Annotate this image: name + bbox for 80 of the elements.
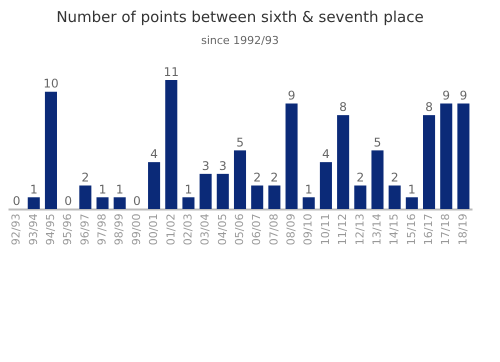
x-tick-label: 92/93 [10, 214, 23, 246]
x-tick-label: 10/11 [318, 214, 332, 246]
data-label: 5 [236, 135, 244, 150]
data-label: 1 [304, 182, 313, 196]
bar [440, 103, 452, 209]
data-label: 5 [374, 135, 382, 150]
x-tick-label: 96/97 [78, 214, 92, 246]
x-tick-label: 00/01 [147, 214, 160, 246]
x-tick-label: 06/07 [250, 214, 264, 246]
bar [406, 197, 418, 209]
chart-title: Number of points between sixth & seventh place [56, 8, 424, 26]
x-tick-label: 95/96 [61, 214, 74, 246]
chart-subtitle: since 1992/93 [201, 34, 279, 47]
x-tick-label: 12/13 [353, 214, 366, 246]
x-tick-label: 15/16 [404, 214, 418, 246]
data-label: 1 [116, 182, 124, 196]
data-label: 0 [64, 194, 72, 208]
data-label: 0 [12, 194, 20, 208]
bar [302, 197, 315, 209]
data-label: 2 [253, 170, 262, 185]
bar [96, 197, 109, 209]
data-label: 2 [82, 170, 90, 185]
x-tick-label: 18/19 [456, 214, 470, 246]
x-tick-label: 11/12 [336, 214, 350, 246]
bar [354, 186, 366, 209]
bar [165, 80, 178, 209]
x-tick-label: 03/04 [198, 214, 212, 246]
data-label: 2 [270, 170, 278, 185]
data-label: 8 [339, 100, 347, 114]
x-tick-label: 93/94 [26, 214, 40, 246]
x-tick-label: 16/17 [422, 214, 436, 246]
data-label: 8 [425, 100, 433, 114]
bar [234, 150, 246, 209]
data-label: 4 [150, 147, 158, 162]
data-label: 1 [408, 182, 416, 196]
x-tick-label: 17/18 [439, 214, 452, 246]
x-tick-label: 08/09 [284, 214, 298, 246]
data-label: 3 [202, 158, 210, 173]
bar [337, 115, 350, 209]
bar [320, 162, 332, 209]
data-label: 11 [164, 65, 179, 79]
data-label: 9 [460, 88, 468, 102]
x-tick-label: 13/14 [370, 214, 384, 246]
x-tick-label: 98/99 [112, 214, 126, 246]
data-label: 9 [442, 88, 450, 102]
data-label: 1 [98, 182, 106, 196]
x-tick-label: 94/95 [44, 214, 57, 246]
x-tick-label: 01/02 [164, 214, 178, 246]
x-tick-label: 09/10 [302, 214, 315, 246]
data-label: 2 [390, 170, 398, 185]
bar [423, 115, 436, 209]
data-label: 2 [356, 170, 364, 185]
x-tick-label: 99/00 [130, 214, 143, 246]
bar [28, 197, 40, 209]
bar [148, 162, 160, 209]
data-label: 4 [322, 147, 330, 162]
data-label: 1 [184, 182, 192, 196]
x-tick-label: 07/08 [267, 214, 280, 246]
bar [371, 150, 384, 209]
bar [457, 103, 470, 209]
x-tick-label: 02/03 [181, 214, 194, 246]
x-tick-label: 05/06 [233, 214, 246, 246]
bar [216, 174, 229, 209]
data-label: 9 [288, 88, 296, 102]
bar [268, 186, 280, 209]
bar [79, 186, 92, 209]
data-label: 10 [43, 76, 59, 91]
data-label: 3 [218, 158, 227, 173]
x-tick-label: 97/98 [96, 214, 109, 246]
bar [388, 186, 401, 209]
x-tick-label: 14/15 [388, 214, 401, 246]
bar [114, 197, 126, 209]
bar [286, 103, 298, 209]
data-label: 1 [30, 182, 38, 196]
x-tick-label: 04/05 [216, 214, 229, 246]
data-label: 0 [133, 194, 141, 208]
bar [251, 186, 264, 209]
bar [182, 197, 194, 209]
bar [44, 92, 57, 209]
bar [200, 174, 212, 209]
